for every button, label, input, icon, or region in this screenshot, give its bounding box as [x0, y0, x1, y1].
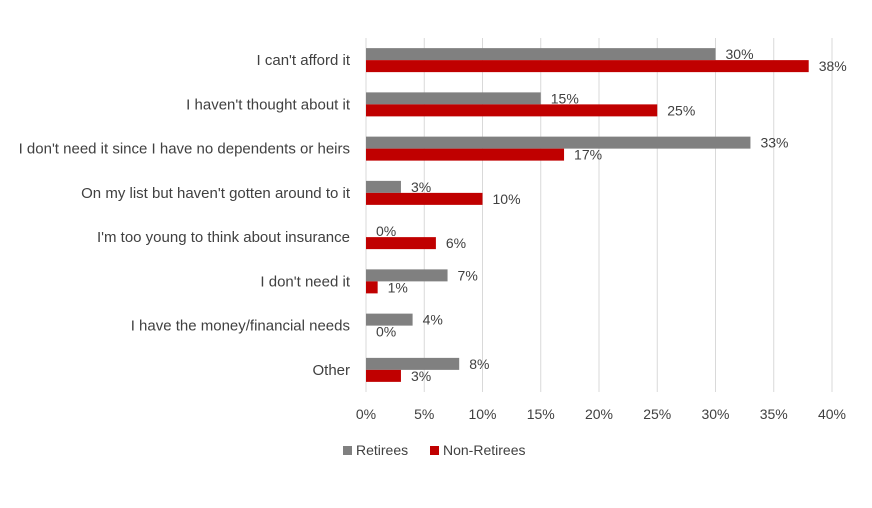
- bar-retirees-on-my-list-but-haven-t-gotten-around-to-it: [366, 180, 401, 193]
- bars: [366, 48, 809, 382]
- data-label-retirees-i-haven-t-thought-about-it: 15%: [551, 90, 579, 106]
- data-label-retirees-i-can-t-afford-it: 30%: [726, 46, 754, 62]
- legend-label-retirees: Retirees: [356, 442, 408, 458]
- bar-non-retirees-i-m-too-young-to-think-about-insurance: [366, 237, 436, 250]
- x-axis-ticks: 0% 5% 10% 15% 20% 25% 30% 35% 40%: [356, 406, 846, 422]
- bar-non-retirees-i-haven-t-thought-about-it: [366, 104, 658, 117]
- category-label-i-haven-t-thought-about-it: I haven't thought about it: [186, 96, 351, 113]
- legend-swatch-retirees: [343, 446, 352, 455]
- data-label-retirees-i-have-the-money-financial-needs: 4%: [423, 312, 443, 328]
- x-tick-label-35: 35%: [760, 406, 788, 422]
- bar-non-retirees-i-can-t-afford-it: [366, 60, 809, 73]
- bar-retirees-i-can-t-afford-it: [366, 48, 716, 61]
- category-label-i-can-t-afford-it: I can't afford it: [257, 52, 351, 69]
- data-label-non-retirees-i-have-the-money-financial-needs: 0%: [376, 324, 396, 340]
- x-tick-label-5: 5%: [414, 406, 434, 422]
- x-tick-label-10: 10%: [468, 406, 496, 422]
- x-tick-label-15: 15%: [527, 406, 555, 422]
- category-label-i-don-t-need-it-since-i-have-no-dependents-or-heirs: I don't need it since I have no dependen…: [19, 141, 350, 158]
- bar-retirees-i-don-t-need-it: [366, 269, 448, 282]
- data-label-retirees-i-don-t-need-it-since-i-have-no-dependents-or-heirs: 33%: [760, 135, 788, 151]
- data-labels: 30% 15% 33% 3% 0% 7% 4% 8% 38% 25% 17% 10% 6% 1% 0% 3%: [376, 46, 847, 384]
- x-tick-label-0: 0%: [356, 406, 376, 422]
- data-label-non-retirees-other: 3%: [411, 368, 431, 384]
- category-labels: I can't afford it I haven't thought about…: [19, 52, 351, 379]
- gridlines: [365, 38, 833, 392]
- category-label-i-don-t-need-it: I don't need it: [260, 273, 350, 290]
- data-label-non-retirees-i-don-t-need-it: 1%: [388, 279, 408, 295]
- legend: Retirees Non-Retirees: [343, 442, 525, 458]
- legend-label-non-retirees: Non-Retirees: [443, 442, 525, 458]
- data-label-non-retirees-on-my-list-but-haven-t-gotten-around-to-it: 10%: [493, 191, 521, 207]
- category-label-i-have-the-money-financial-needs: I have the money/financial needs: [131, 318, 350, 335]
- x-tick-label-20: 20%: [585, 406, 613, 422]
- bar-retirees-i-haven-t-thought-about-it: [366, 92, 541, 105]
- data-label-retirees-other: 8%: [469, 356, 489, 372]
- bar-retirees-i-don-t-need-it-since-i-have-no-dependents-or-heirs: [366, 136, 751, 149]
- bar-non-retirees-i-don-t-need-it-since-i-have-no-dependents-or-heirs: [366, 148, 565, 161]
- category-label-on-my-list-but-haven-t-gotten-around-to-it: On my list but haven't gotten around to …: [81, 185, 351, 202]
- x-tick-label-30: 30%: [701, 406, 729, 422]
- category-label-other: Other: [312, 362, 350, 379]
- legend-swatch-non-retirees: [430, 446, 439, 455]
- bar-non-retirees-i-don-t-need-it: [366, 281, 378, 294]
- data-label-non-retirees-i-haven-t-thought-about-it: 25%: [667, 102, 695, 118]
- data-label-non-retirees-i-m-too-young-to-think-about-insurance: 6%: [446, 235, 466, 251]
- bar-non-retirees-on-my-list-but-haven-t-gotten-around-to-it: [366, 192, 483, 205]
- bar-retirees-i-have-the-money-financial-needs: [366, 313, 413, 326]
- data-label-retirees-i-don-t-need-it: 7%: [458, 267, 478, 283]
- x-tick-label-25: 25%: [643, 406, 671, 422]
- data-label-retirees-i-m-too-young-to-think-about-insurance: 0%: [376, 223, 396, 239]
- category-label-i-m-too-young-to-think-about-insurance: I'm too young to think about insurance: [97, 229, 350, 246]
- bar-retirees-other: [366, 357, 460, 370]
- bar-non-retirees-other: [366, 369, 401, 382]
- data-label-retirees-on-my-list-but-haven-t-gotten-around-to-it: 3%: [411, 179, 431, 195]
- data-label-non-retirees-i-don-t-need-it-since-i-have-no-dependents-or-heirs: 17%: [574, 147, 602, 163]
- x-tick-label-40: 40%: [818, 406, 846, 422]
- data-label-non-retirees-i-can-t-afford-it: 38%: [819, 58, 847, 74]
